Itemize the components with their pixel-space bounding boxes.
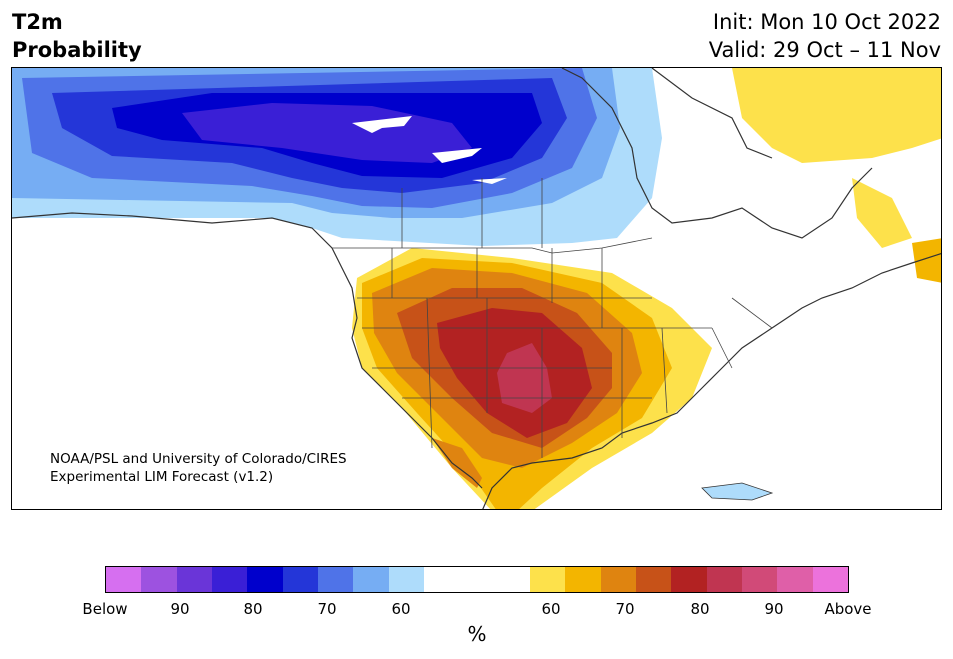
- cb-above-seg: [741, 567, 778, 592]
- cb-below-seg: [317, 567, 354, 592]
- credit-line-1: NOAA/PSL and University of Colorado/CIRE…: [50, 451, 347, 467]
- cb-above-seg: [529, 567, 566, 592]
- cb-neutral-seg: [423, 567, 530, 592]
- cb-below-seg: [247, 567, 283, 592]
- cb-above-seg: [565, 567, 601, 592]
- lake-shape: [472, 178, 507, 184]
- above-70-newfoundland: [912, 238, 941, 283]
- above-top-region: [497, 343, 552, 413]
- cb-above-seg: [812, 567, 848, 592]
- above-60-labrador: [852, 178, 912, 248]
- state-borders: [332, 178, 773, 458]
- colorbar-tick-label: 90: [764, 600, 784, 618]
- colorbar-tick-label: 70: [317, 600, 337, 618]
- cb-above-seg: [671, 567, 707, 592]
- probability-colorbar: [105, 566, 849, 593]
- cb-above-seg: [777, 567, 813, 592]
- colorbar-unit-label: %: [467, 622, 487, 646]
- lake-shape: [432, 148, 482, 163]
- colorbar-tick-label: 80: [243, 600, 263, 618]
- init-date-label: Init: Mon 10 Oct 2022: [712, 10, 941, 34]
- forecast-dates: Init: Mon 10 Oct 2022 Valid: 29 Oct – 11…: [709, 8, 941, 64]
- cb-below-seg: [282, 567, 318, 592]
- map-title: T2m Probability: [12, 8, 142, 64]
- coastline-lines: [12, 68, 941, 509]
- colorbar-tick-label: 60: [541, 600, 561, 618]
- cb-below-seg: [353, 567, 389, 592]
- colorbar-tick-label: 70: [615, 600, 635, 618]
- colorbar-tick-label: 80: [690, 600, 710, 618]
- colorbar-tick-label: Above: [824, 600, 872, 618]
- map-canvas: [12, 68, 941, 509]
- credit-line-2: Experimental LIM Forecast (v1.2): [50, 469, 274, 485]
- cb-below-seg: [211, 567, 248, 592]
- valid-range-label: Valid: 29 Oct – 11 Nov: [708, 38, 941, 62]
- cuba-island: [701, 482, 774, 501]
- cb-above-seg: [600, 567, 636, 592]
- colorbar-tick-label: 90: [170, 600, 190, 618]
- title-variable: T2m: [12, 10, 63, 34]
- title-subtitle: Probability: [12, 38, 142, 62]
- cb-below-seg: [388, 567, 424, 592]
- colorbar-tick-label: 60: [391, 600, 411, 618]
- cb-above-seg: [635, 567, 672, 592]
- data-credit: NOAA/PSL and University of Colorado/CIRE…: [50, 450, 347, 486]
- forecast-map: NOAA/PSL and University of Colorado/CIRE…: [11, 67, 942, 510]
- cb-below-seg: [176, 567, 212, 592]
- cb-above-seg: [706, 567, 742, 592]
- colorbar-tick-label: Below: [82, 600, 128, 618]
- cb-below-seg: [106, 567, 142, 592]
- cb-below-seg: [141, 567, 177, 592]
- lake-shape: [352, 116, 412, 133]
- above-60-greenland: [732, 68, 941, 163]
